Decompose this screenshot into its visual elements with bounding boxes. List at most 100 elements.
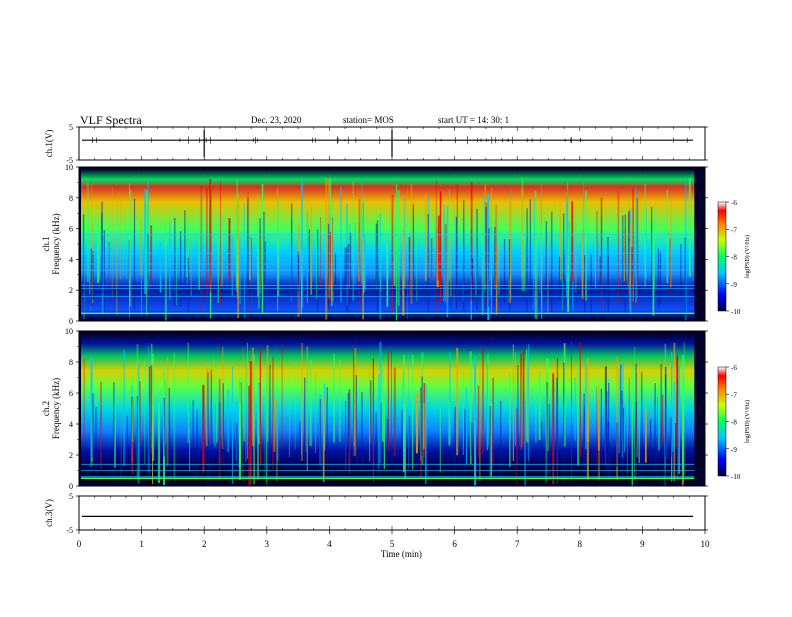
ch2-spectrogram-streak (469, 351, 472, 464)
ch1-spectrogram-streak (231, 236, 233, 296)
ch1-spectrogram-gap (103, 229, 105, 316)
ch2-spectrogram-streak (309, 359, 312, 446)
ch2-spectrogram-streak (404, 403, 406, 479)
ch2-spectrogram-gap (113, 382, 115, 481)
ch1-spectrogram-streak (445, 214, 447, 302)
ch2-spectrogram-streak (423, 403, 425, 449)
ch1-spectrogram-gap (180, 231, 182, 308)
ch1-spectrogram-streak (669, 196, 672, 288)
ch2-spectrogram-streak (415, 393, 418, 454)
ch1-spectrogram-streak (361, 180, 363, 285)
ch2-spectrogram-streak (486, 355, 488, 451)
ch1-spectrogram-streak (221, 213, 224, 287)
ch2-spectrogram-gap (540, 421, 542, 458)
ch1-spectrogram-streak (407, 187, 408, 321)
ch2-spectrogram-ytick-label: 0 (69, 482, 73, 491)
start-time-label: start UT = 14: 30: 1 (438, 115, 510, 125)
ch1-spectrogram-streak (364, 234, 366, 290)
ch2-spectrogram-gap (163, 397, 165, 457)
ch2-spectrogram-streak (100, 381, 102, 469)
ch2-spectrogram-streak (390, 347, 392, 445)
ch2-spectrogram-gap (95, 407, 97, 478)
ch1-spectrogram-colorbar-tick-label: -9 (731, 281, 737, 289)
ch2-spectrogram-streak (378, 374, 380, 469)
ch2-spectrogram-streak (522, 349, 525, 445)
ch1-spectrogram-streak (410, 184, 413, 304)
ch2-spectrogram-colorbar-label: log(PSD) (V²/Hz) (744, 400, 751, 443)
ch2-spectrogram-colorbar-tick-label: -8 (731, 419, 737, 427)
ch2-spectrogram-gap (192, 400, 194, 476)
ch2-spectrogram-streak (479, 363, 481, 482)
station-label: station= MOS (343, 115, 394, 125)
ch1-spectrogram-streak (600, 197, 603, 310)
ch1-spectrogram-streak (470, 182, 473, 301)
ch2-spectrogram-gap (375, 412, 377, 469)
ch2-spectrogram-streak (246, 342, 248, 459)
x-axis-tick-label: 3 (265, 539, 270, 549)
ch1-spectrogram-streak (144, 189, 147, 294)
ch1-spectrogram-streak (430, 238, 433, 278)
ch2-spectrogram-gap (635, 363, 637, 486)
ch2-spectrogram-streak (173, 352, 176, 481)
ch2-spectrogram-streak (474, 356, 477, 486)
x-axis-tick-label: 4 (327, 539, 332, 549)
ch1-spectrogram-streak (510, 187, 512, 283)
ch2-spectrogram-gap (517, 365, 519, 466)
ch1-spectrogram-streak (358, 198, 361, 310)
ch1-spectrogram-gap (526, 208, 528, 315)
ch2-spectrogram-gap (489, 406, 491, 478)
ch1-spectrogram-gap (471, 258, 473, 301)
ch2-spectrogram-streak (264, 371, 266, 478)
ch1-spectrogram-colorbar-tick-label: -7 (731, 226, 737, 234)
ch2-spectrogram-streak (604, 366, 606, 465)
ch1-spectrogram-streak (397, 189, 400, 307)
ch2-spectrogram-streak (301, 342, 303, 461)
ch1-spectrogram-gap (559, 257, 561, 300)
ch1-spectrogram-streak (562, 218, 564, 311)
ch1-spectrogram-streak (147, 180, 149, 286)
x-axis-tick-label: 9 (640, 539, 645, 549)
x-axis-tick-label: 2 (202, 539, 207, 549)
ch2-spectrogram-streak (616, 356, 619, 481)
ch1-spectrogram-gap (590, 254, 592, 316)
ch2-spectrogram-gap (563, 362, 565, 485)
ch1-spectrogram-gap (529, 199, 531, 298)
ch2-spectrogram-streak (305, 375, 307, 453)
ch1-spectrogram-streak (534, 190, 537, 319)
ch2-spectrogram-streak (405, 405, 406, 470)
ch2-spectrogram-gap (454, 407, 456, 482)
ch1-spectrogram-ytick-label: 6 (69, 225, 73, 234)
ch1-spectrogram-streak (484, 194, 486, 294)
ch2-spectrogram-streak (150, 365, 152, 454)
ch1-spectrogram-gap (684, 237, 686, 318)
ch2-spectrogram-streak (598, 399, 600, 451)
ch2-spectrogram-colorbar-tick-label: -7 (731, 391, 737, 399)
ch2-spectrogram-streak (420, 387, 422, 478)
ch2-spectrogram-streak (257, 386, 259, 480)
ch2-spectrogram-streak (369, 361, 371, 462)
ch1-spectrogram-gap (476, 208, 478, 310)
ch1-spectrogram-streak (403, 197, 406, 286)
ch1-spectrogram-streak (175, 227, 177, 306)
ch1-spectrogram-streak (228, 218, 231, 282)
ch2-spectrogram-streak (527, 344, 530, 462)
ch2-spectrogram-streak (345, 401, 347, 471)
ch1-spectrogram-streak (198, 208, 200, 290)
ch1-spectrogram-streak (539, 199, 541, 294)
ch1-spectrogram-gap (455, 216, 457, 310)
ch2-spectrogram-gap (616, 422, 618, 467)
ch1-spectrogram-streak (669, 238, 671, 297)
ch2-spectrogram-gap (299, 421, 301, 463)
ch2-spectrogram-streak (465, 386, 468, 465)
ch2-spectrogram-streak (657, 396, 658, 480)
ch1-spectrogram-ytick-label: 2 (69, 286, 73, 295)
ch2-spectrogram-streak (512, 344, 514, 461)
ch1-spectrogram-gap (184, 210, 186, 300)
ch1-spectrogram-gap (349, 232, 352, 304)
ch2-spectrogram-streak (276, 404, 279, 461)
ch2-spectrogram-streak (520, 353, 523, 450)
figure-title: VLF Spectra (80, 113, 142, 127)
ch1-spectrogram-streak (190, 236, 192, 297)
ch2-spectrogram-streak (408, 354, 410, 469)
ch2-spectrogram-streak (658, 384, 660, 451)
